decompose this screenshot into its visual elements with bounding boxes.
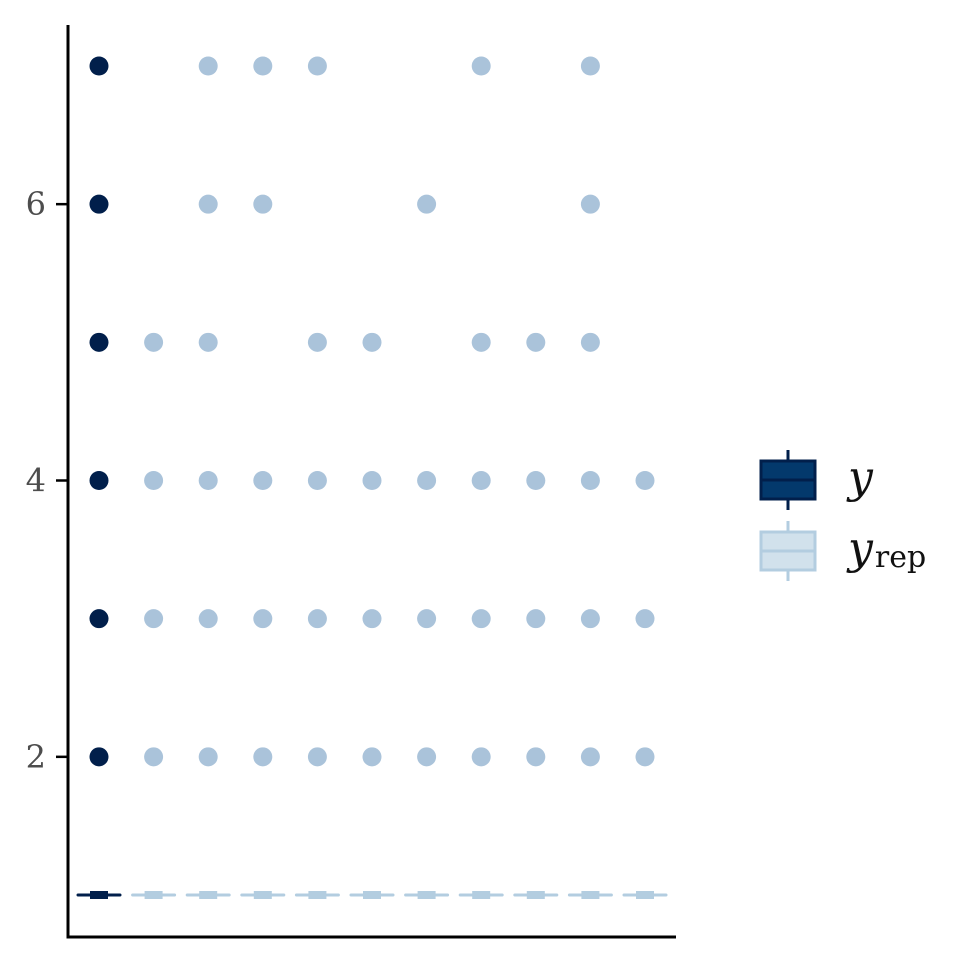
box-group-3	[185, 56, 231, 899]
outlier-point	[198, 471, 218, 490]
outlier-point	[580, 471, 600, 490]
outlier-point	[362, 471, 382, 490]
box-group-9	[513, 332, 559, 899]
outlier-point	[198, 609, 218, 629]
box-group-5	[294, 56, 340, 899]
outlier-point	[526, 609, 546, 629]
outlier-point	[144, 332, 164, 352]
outlier-point	[526, 471, 546, 490]
outlier-point	[307, 609, 327, 629]
outlier-point	[471, 471, 491, 490]
outlier-point	[144, 609, 164, 629]
y-tick-label: 2	[26, 738, 46, 776]
legend-item-y: y	[759, 450, 874, 510]
y-tick-label: 4	[26, 462, 46, 500]
box-body	[308, 891, 327, 899]
outlier-point	[417, 194, 437, 214]
outlier-point	[580, 56, 600, 76]
box-group-6	[349, 332, 395, 899]
outlier-point	[526, 747, 546, 767]
outlier-point	[580, 747, 600, 767]
outlier-point	[526, 332, 546, 352]
outlier-point	[635, 471, 655, 490]
outlier-point	[307, 56, 327, 76]
outlier-point	[89, 471, 109, 490]
box-body	[581, 891, 600, 899]
outlier-point	[89, 609, 109, 629]
outlier-point	[417, 747, 437, 767]
box-group-8	[458, 56, 504, 899]
outlier-point	[307, 332, 327, 352]
outlier-point	[471, 56, 491, 76]
box-body	[253, 891, 272, 899]
outlier-point	[362, 747, 382, 767]
box-body	[526, 891, 545, 899]
outlier-point	[362, 332, 382, 352]
box-group-4	[240, 56, 286, 899]
outlier-point	[144, 747, 164, 767]
outlier-point	[253, 56, 273, 76]
box-group-2	[131, 332, 177, 899]
outlier-point	[417, 471, 437, 490]
box-body	[636, 891, 654, 899]
box-body	[144, 891, 163, 899]
legend: y yrep	[759, 450, 926, 581]
outlier-point	[89, 747, 109, 767]
legend-label-subscript: rep	[875, 540, 926, 575]
plot-marks	[76, 56, 668, 899]
outlier-point	[471, 747, 491, 767]
box-group-10	[567, 56, 613, 899]
outlier-point	[89, 56, 109, 76]
axes: 2 4 6	[26, 25, 676, 939]
outlier-point	[253, 194, 273, 214]
y-tick-label: 6	[26, 185, 46, 223]
legend-label: yrep	[846, 523, 926, 575]
box-body	[363, 891, 381, 899]
outlier-point	[471, 332, 491, 352]
outlier-point	[198, 332, 218, 352]
outlier-point	[253, 747, 273, 767]
legend-item-yrep: yrep	[759, 521, 926, 581]
legend-label: y	[846, 452, 874, 503]
outlier-point	[198, 56, 218, 76]
outlier-point	[417, 609, 437, 629]
outlier-point	[89, 332, 109, 352]
outlier-point	[471, 609, 491, 629]
outlier-point	[253, 471, 273, 490]
box-body	[199, 891, 218, 899]
outlier-point	[198, 747, 218, 767]
box-body	[90, 891, 108, 899]
outlier-point	[580, 609, 600, 629]
outlier-point	[635, 609, 655, 629]
outlier-point	[307, 471, 327, 490]
outlier-point	[580, 194, 600, 214]
box-body	[472, 891, 491, 899]
outlier-point	[89, 194, 109, 214]
outlier-point	[144, 471, 164, 490]
outlier-point	[635, 747, 655, 767]
outlier-point	[198, 194, 218, 214]
outlier-point	[253, 609, 273, 629]
outlier-point	[362, 609, 382, 629]
outlier-point	[580, 332, 600, 352]
outlier-point	[307, 747, 327, 767]
box-group-1	[76, 56, 122, 899]
box-group-11	[622, 471, 668, 899]
box-group-7	[404, 194, 450, 899]
box-body	[417, 891, 436, 899]
